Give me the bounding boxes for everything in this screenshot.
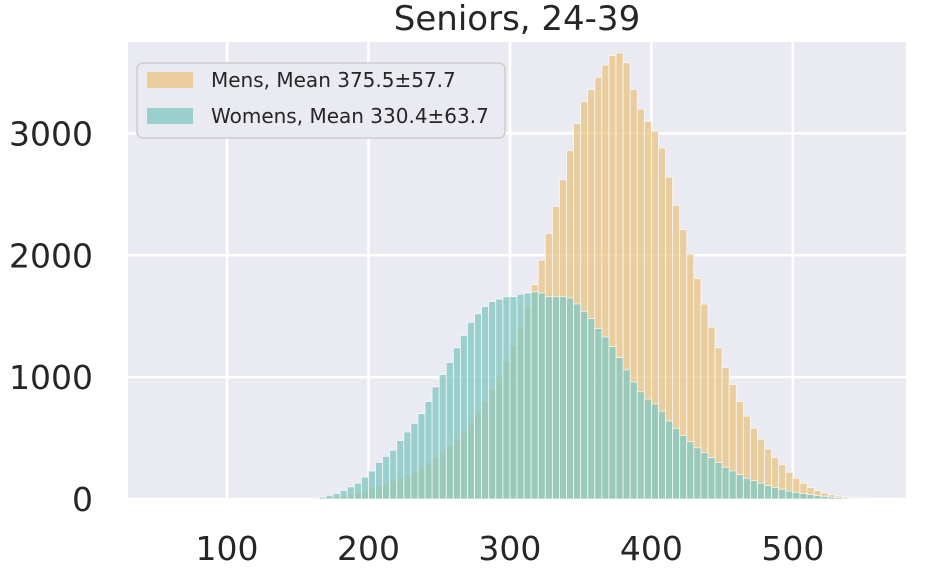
histogram-bar xyxy=(636,391,645,500)
histogram-bar xyxy=(700,452,709,500)
histogram-bar xyxy=(806,494,815,500)
histogram-bar xyxy=(332,493,341,500)
histogram-bar xyxy=(849,497,857,500)
histogram-bar xyxy=(502,296,511,500)
histogram-bar xyxy=(382,455,391,500)
histogram-bar xyxy=(834,497,843,500)
histogram-bar xyxy=(707,457,716,500)
histogram-bar xyxy=(537,292,546,500)
histogram-bar xyxy=(672,427,681,500)
histogram-bar xyxy=(757,482,765,500)
histogram-bar xyxy=(601,336,610,500)
histogram-bar xyxy=(764,485,773,500)
histogram-bar xyxy=(714,462,723,500)
histogram-bar xyxy=(658,410,666,500)
histogram-bar xyxy=(622,369,631,500)
histogram-bar xyxy=(360,476,369,500)
histogram-bar xyxy=(693,447,702,500)
histogram-bar xyxy=(445,362,454,500)
histogram-bar xyxy=(785,490,794,500)
histogram-bar xyxy=(389,449,398,500)
histogram-bar xyxy=(587,318,596,500)
histogram-bar xyxy=(516,293,525,500)
histogram-bar xyxy=(643,398,652,500)
histogram-bar xyxy=(608,346,617,500)
histogram-bar xyxy=(629,381,638,500)
histogram-bar xyxy=(339,490,348,500)
histogram-bar xyxy=(431,386,440,500)
histogram-bar xyxy=(424,401,433,500)
y-tick-label: 1000 xyxy=(9,358,93,397)
histogram-bar xyxy=(403,431,412,500)
legend-label-womens: Womens, Mean 330.4±63.7 xyxy=(211,104,489,128)
histogram-bar xyxy=(580,310,589,500)
histogram-bar xyxy=(820,495,829,500)
histogram-bar xyxy=(452,347,461,500)
histogram-bar xyxy=(573,303,582,500)
histogram-bar xyxy=(368,470,376,500)
histogram-bar xyxy=(396,440,405,500)
x-axis-ticks: 100 200 300 400 500 xyxy=(196,529,825,568)
histogram-bar xyxy=(792,491,801,500)
histogram-bar xyxy=(742,477,751,500)
histogram-bar xyxy=(318,496,327,500)
histogram-bar xyxy=(346,486,355,500)
y-tick-label: 0 xyxy=(72,480,93,519)
histogram-bar xyxy=(325,494,334,500)
histogram-bar xyxy=(311,497,320,500)
chart-title: Seniors, 24-39 xyxy=(394,0,640,39)
histogram-bar xyxy=(594,327,603,500)
histogram-bar xyxy=(841,497,850,500)
legend-box xyxy=(136,62,506,139)
histogram-bar xyxy=(750,480,758,500)
histogram-bar xyxy=(813,495,822,500)
histogram-bar xyxy=(544,296,553,500)
legend-swatch-womens xyxy=(147,108,193,124)
histogram-bar xyxy=(460,335,468,500)
histogram-bar xyxy=(566,297,574,500)
histogram-bar xyxy=(417,413,426,500)
histogram-bar xyxy=(481,306,490,500)
histogram-bars xyxy=(311,52,872,500)
histogram-bar xyxy=(410,423,419,500)
x-tick-label: 200 xyxy=(337,529,400,568)
series-1-bars xyxy=(311,291,872,500)
x-tick-label: 400 xyxy=(620,529,683,568)
histogram-bar xyxy=(509,296,518,500)
x-tick-label: 500 xyxy=(761,529,824,568)
legend-label-mens: Mens, Mean 375.5±57.7 xyxy=(211,68,456,92)
histogram-bar xyxy=(438,374,447,500)
histogram-bar xyxy=(721,466,730,500)
histogram-bar xyxy=(686,441,695,500)
legend-swatch-mens xyxy=(147,72,193,88)
y-tick-label: 3000 xyxy=(9,114,93,153)
histogram-bar xyxy=(474,313,483,500)
histogram-bar xyxy=(467,321,475,500)
histogram-bar xyxy=(827,496,836,500)
histogram-bar xyxy=(353,482,362,500)
histogram-bar xyxy=(530,291,539,500)
histogram-bar xyxy=(615,357,624,500)
histogram-bar xyxy=(495,298,504,500)
histogram-bar xyxy=(665,420,674,500)
histogram-bar xyxy=(778,488,787,500)
histogram-bar xyxy=(799,493,808,500)
histogram-bar xyxy=(488,301,497,500)
histogram-bar xyxy=(559,296,567,500)
y-tick-label: 2000 xyxy=(9,236,93,275)
histogram-bar xyxy=(523,292,532,500)
y-axis-ticks: 0 1000 2000 3000 xyxy=(9,114,93,519)
histogram-bar xyxy=(375,462,384,500)
histogram-bar xyxy=(771,487,780,500)
x-tick-label: 300 xyxy=(478,529,541,568)
histogram-bar xyxy=(551,296,560,500)
histogram-bar xyxy=(679,435,688,500)
legend: Mens, Mean 375.5±57.7 Womens, Mean 330.4… xyxy=(136,62,506,139)
histogram-bar xyxy=(728,470,737,500)
histogram-bar xyxy=(735,474,744,500)
x-tick-label: 100 xyxy=(196,529,259,568)
histogram-bar xyxy=(650,403,659,500)
